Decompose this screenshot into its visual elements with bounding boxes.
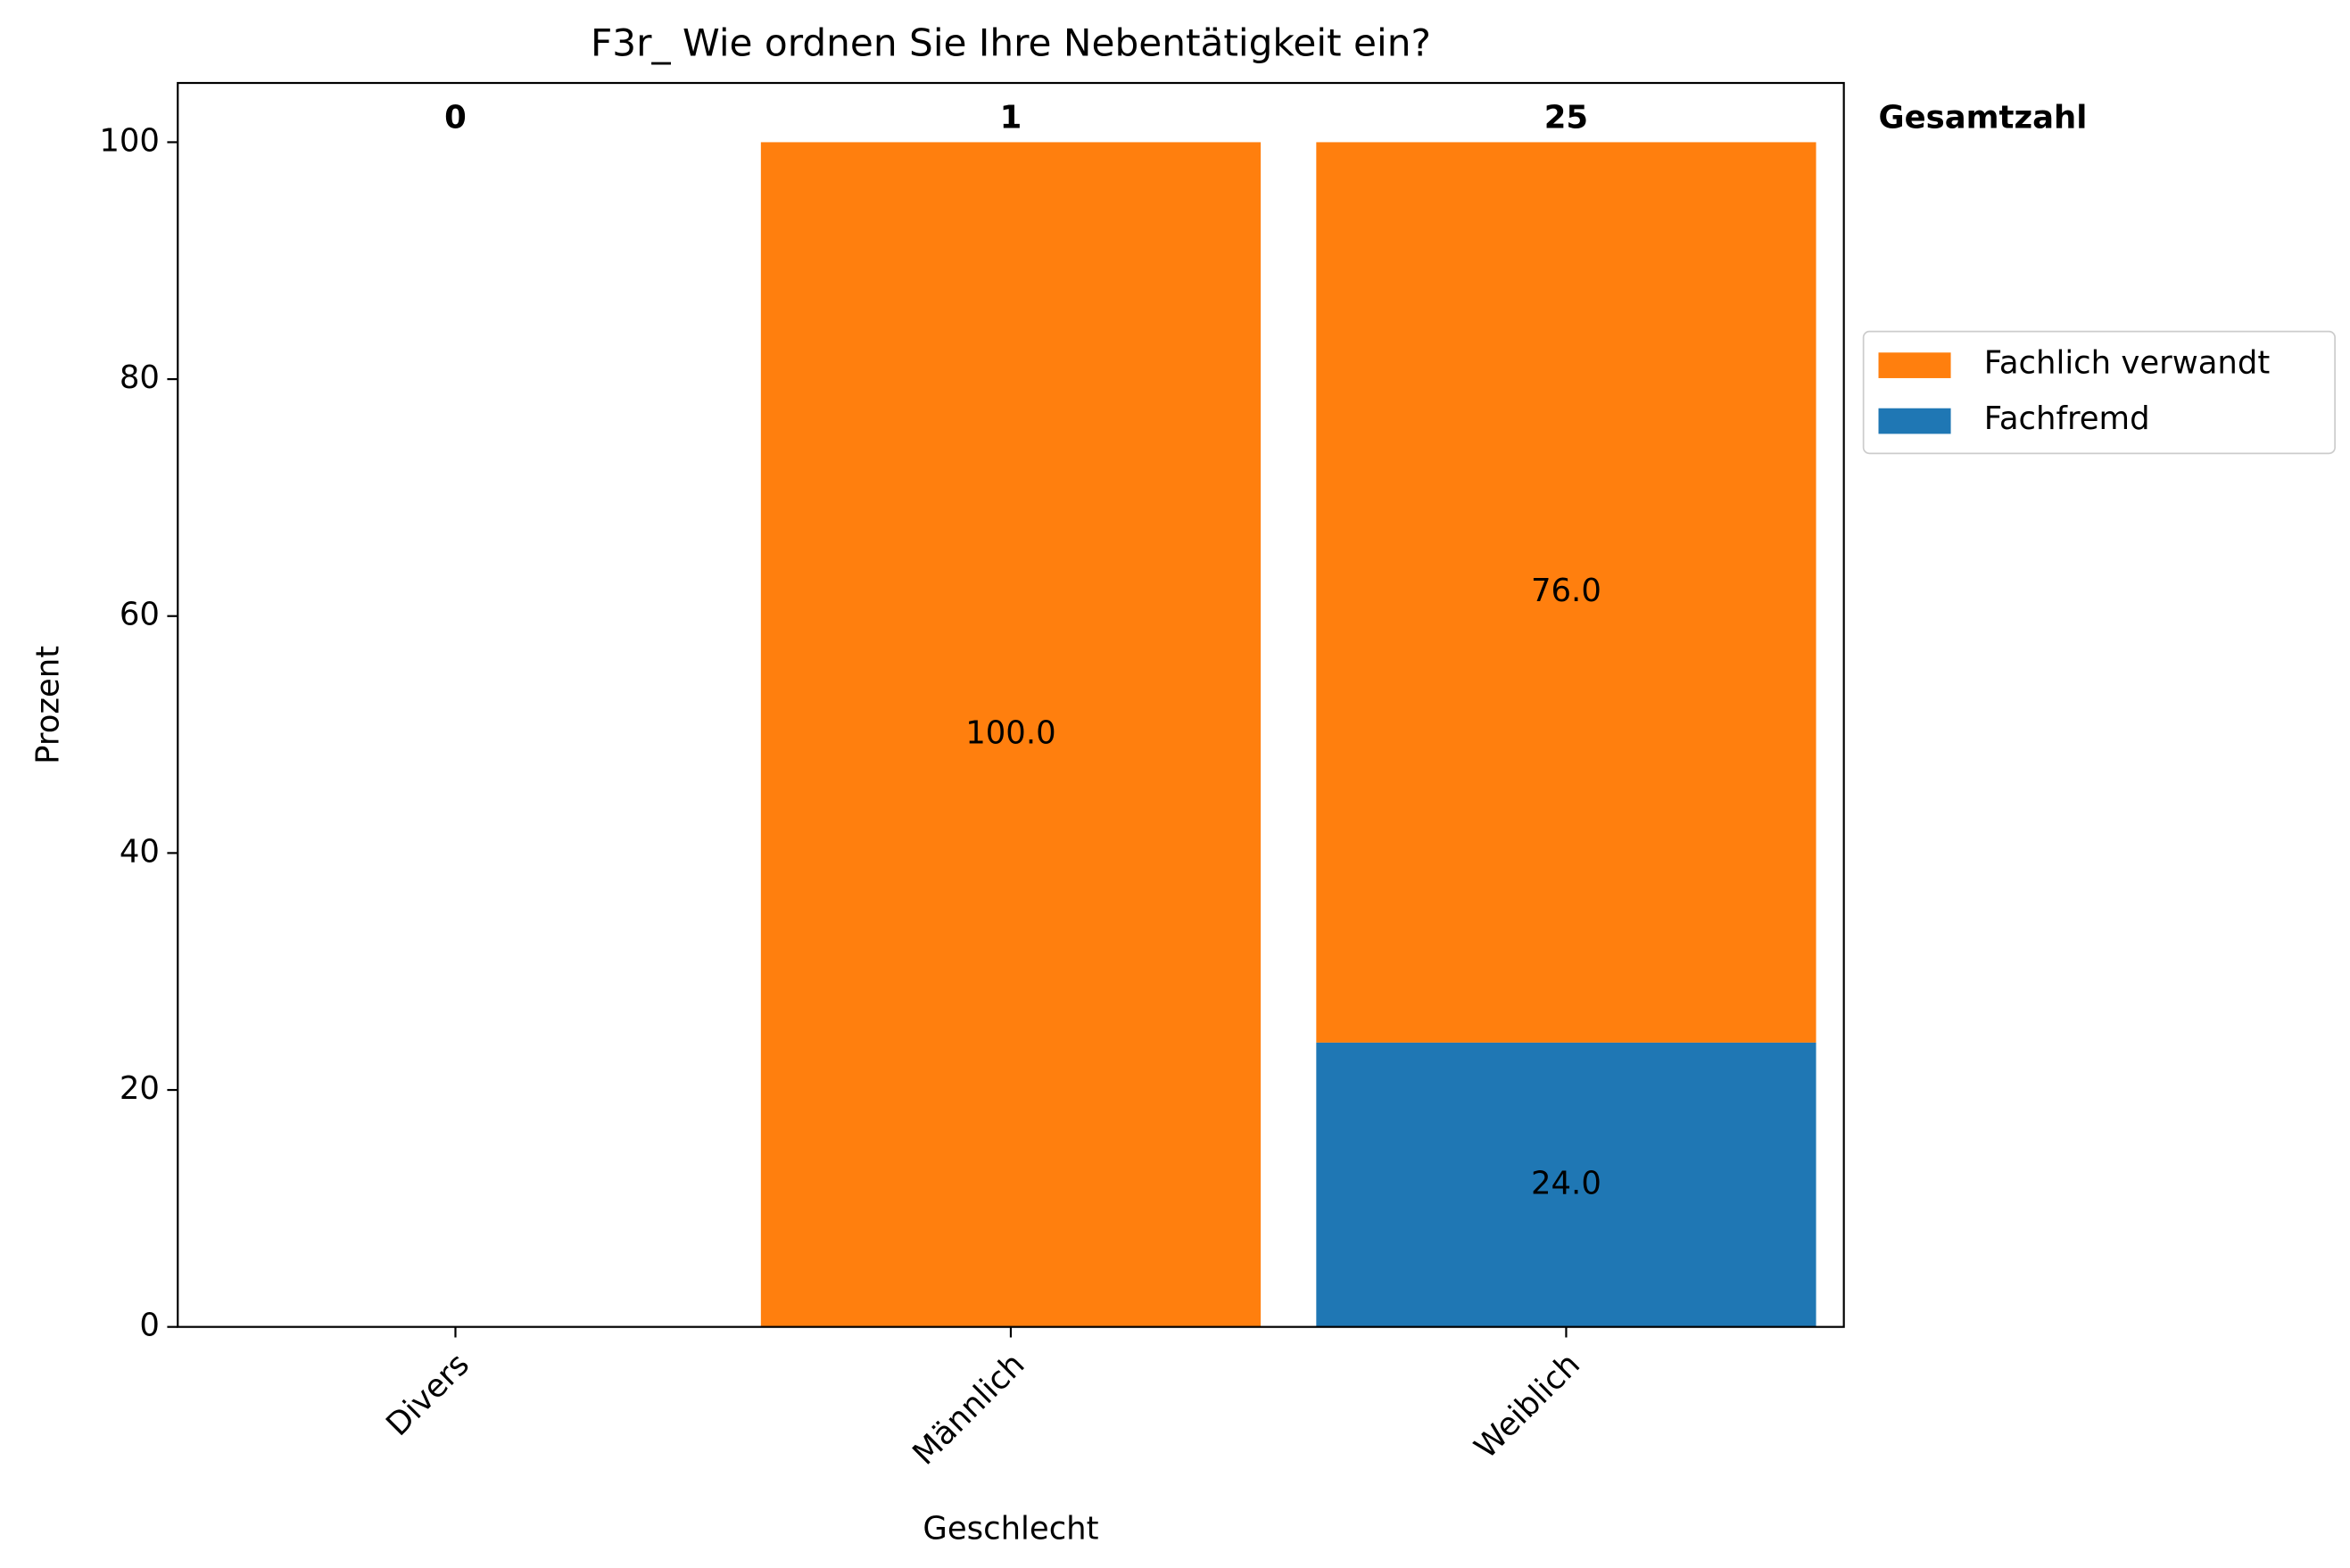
legend-label: Fachlich verwandt [1984,345,2271,382]
x-tick-label: Divers [379,1346,476,1443]
value-label: 24.0 [1531,1165,1601,1201]
y-axis-label: Prozent [30,646,67,764]
y-tick-label: 20 [120,1070,160,1107]
legend-label: Fachfremd [1984,400,2150,437]
y-tick-label: 100 [99,122,160,159]
legend-box [1862,330,2336,455]
totals-label: Gesamtzahl [1879,100,2088,136]
x-axis-label: Geschlecht [923,1511,1098,1547]
plot-frame [177,81,1845,1328]
value-label: 76.0 [1531,573,1601,609]
bar-segment [1316,142,1816,1043]
total-label: 25 [1544,100,1588,136]
total-label: 0 [444,100,467,136]
x-tick-label: Weiblich [1468,1346,1587,1465]
legend-swatch [1878,408,1951,434]
bar-segment [760,142,1262,1327]
y-tick-label: 0 [139,1308,160,1344]
legend-swatch [1878,352,1951,378]
y-tick-label: 60 [120,597,160,633]
total-label: 1 [1000,100,1022,136]
chart-title: F3r_ Wie ordnen Sie Ihre Nebentätigkeit … [591,21,1431,64]
value-label: 100.0 [965,715,1055,752]
bar-segment [1316,1042,1816,1327]
y-tick-label: 40 [120,833,160,870]
x-tick-label: Männlich [906,1346,1031,1472]
y-tick-label: 80 [120,359,160,396]
